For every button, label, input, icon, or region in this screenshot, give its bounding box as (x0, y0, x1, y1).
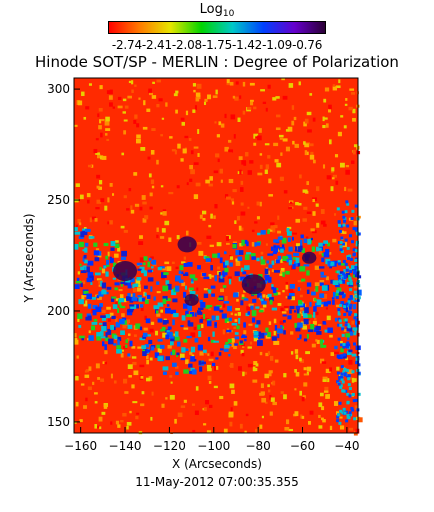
x-tick-label: −160 (64, 439, 97, 453)
polarization-map-image (74, 78, 363, 436)
plot-frame (73, 77, 359, 434)
x-tick-label: −140 (109, 439, 142, 453)
colorbar-title-subscript: 10 (222, 9, 235, 19)
colorbar-tick-labels: -2.74-2.41-2.08-1.75-1.42-1.09-0.76 (111, 38, 323, 52)
y-axis-label: Y (Arcseconds) (22, 213, 36, 303)
y-tick-label: 300 (47, 82, 70, 96)
y-tick-label: 200 (47, 304, 70, 318)
colorbar (108, 21, 326, 34)
plot-axes: −160 −140 −120 −100 −80 −60 −40 150 200 250 300 (47, 82, 359, 453)
x-tick-label: −120 (153, 439, 186, 453)
colorbar-title: Log10 (0, 3, 434, 19)
x-tick-label: −80 (245, 439, 270, 453)
x-tick-label: −100 (197, 439, 230, 453)
colorbar-title-text: Log (199, 2, 223, 17)
y-tick-label: 250 (47, 193, 70, 207)
x-axis-label: X (Arcseconds) (172, 457, 262, 471)
map-title: Hinode SOT/SP - MERLIN : Degree of Polar… (35, 53, 399, 71)
y-tick-label: 150 (47, 415, 70, 429)
timestamp: 11-May-2012 07:00:35.355 (135, 475, 299, 489)
x-tick-label: −40 (334, 439, 359, 453)
x-tick-label: −60 (290, 439, 315, 453)
